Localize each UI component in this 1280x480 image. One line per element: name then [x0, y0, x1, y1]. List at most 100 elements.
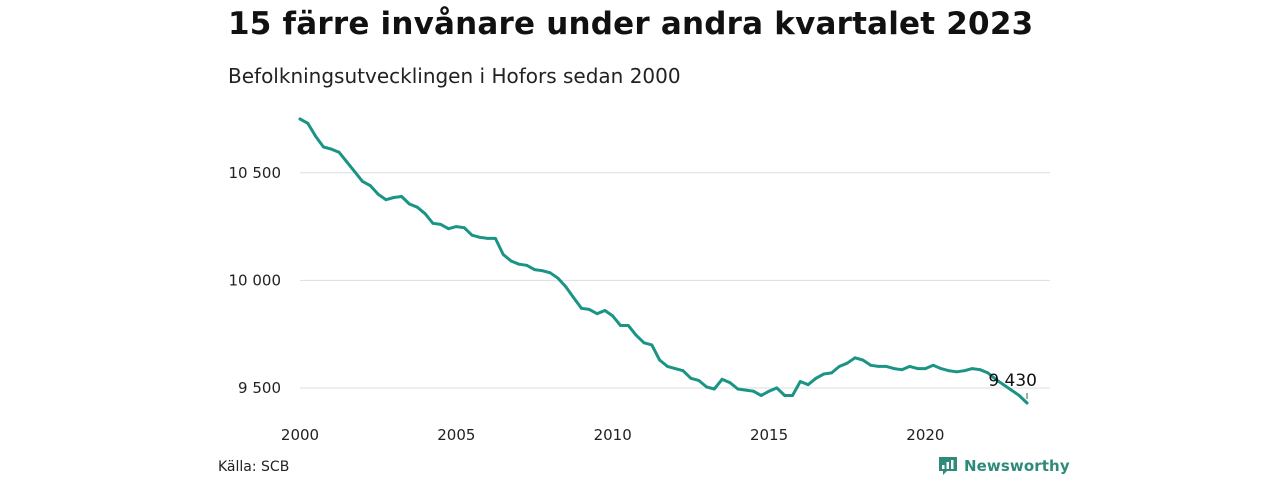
data-point	[970, 367, 974, 370]
data-point	[744, 388, 747, 392]
data-point	[322, 145, 325, 149]
data-point	[728, 381, 732, 384]
data-point	[470, 233, 474, 237]
data-point	[900, 368, 904, 372]
data-point	[337, 150, 341, 154]
data-point	[556, 276, 560, 280]
data-point	[431, 221, 435, 225]
data-point	[392, 196, 396, 199]
data-point	[892, 367, 896, 370]
data-point	[650, 343, 654, 347]
data-point	[400, 195, 403, 198]
data-point	[838, 365, 841, 368]
data-point	[822, 372, 826, 376]
data-point	[783, 394, 787, 397]
newsworthy-logo-icon	[939, 457, 957, 475]
data-point	[712, 387, 716, 391]
x-tick-label: 2020	[906, 426, 944, 444]
data-point	[517, 262, 521, 266]
data-point	[595, 312, 599, 316]
data-point	[705, 385, 708, 389]
data-point	[986, 371, 990, 375]
x-tick-label: 2000	[281, 426, 319, 444]
x-tick-label: 2005	[437, 426, 475, 444]
data-point	[689, 376, 693, 380]
data-point	[924, 367, 927, 370]
data-point	[963, 369, 966, 373]
data-point	[642, 341, 646, 345]
data-point	[845, 361, 849, 365]
data-point	[791, 394, 794, 397]
data-point	[767, 389, 771, 393]
series-layer	[298, 117, 1029, 405]
data-point	[361, 180, 364, 183]
data-point	[955, 370, 958, 374]
data-point	[626, 324, 630, 327]
brand-logo: Newsworthy	[938, 456, 1070, 476]
y-tick-label: 10 500	[229, 164, 282, 182]
data-point	[423, 212, 427, 216]
data-point	[869, 363, 873, 367]
data-point	[603, 309, 607, 312]
data-point	[736, 387, 740, 391]
data-point	[1010, 388, 1013, 392]
data-point	[1002, 383, 1005, 387]
data-point	[798, 380, 802, 383]
data-point	[994, 377, 998, 381]
data-point	[306, 121, 310, 125]
source-note: Källa: SCB	[218, 459, 290, 475]
data-point	[462, 226, 466, 230]
data-point	[1017, 394, 1021, 397]
data-point	[353, 170, 357, 174]
y-axis-ticks: 10 500 10 000 9 500	[229, 164, 282, 397]
data-point	[806, 383, 810, 387]
brand-name: Newsworthy	[964, 457, 1070, 475]
data-point	[759, 394, 763, 397]
data-point	[931, 363, 935, 367]
data-point	[439, 223, 443, 226]
series-line	[298, 117, 1029, 405]
y-tick-label: 9 500	[238, 379, 281, 397]
data-point	[611, 314, 615, 318]
data-point	[775, 386, 779, 390]
y-tick-label: 10 000	[229, 271, 282, 289]
data-point	[666, 365, 669, 368]
data-point	[525, 263, 529, 267]
data-point	[486, 237, 489, 240]
data-point	[580, 306, 583, 310]
data-point	[814, 376, 818, 380]
data-point	[939, 367, 943, 370]
data-point	[447, 227, 450, 231]
data-point	[720, 377, 724, 381]
data-point	[564, 285, 568, 289]
data-point	[540, 269, 544, 273]
data-point	[658, 358, 661, 362]
data-point	[376, 192, 380, 196]
data-point	[697, 379, 701, 382]
data-point	[908, 365, 912, 368]
data-point	[884, 365, 888, 368]
data-point	[947, 369, 951, 373]
data-point	[673, 367, 677, 370]
data-point	[345, 160, 349, 164]
data-point	[634, 333, 638, 337]
chart-subtitle: Befolkningsutvecklingen i Hofors sedan 2…	[228, 64, 681, 88]
chart-title: 15 färre invånare under andra kvartalet …	[228, 6, 1034, 42]
data-point	[587, 308, 591, 311]
data-point	[853, 356, 857, 360]
data-point	[877, 365, 880, 368]
data-point	[369, 184, 372, 188]
end-value-label: 9 430	[988, 371, 1037, 391]
end-label-layer: 9 430	[988, 371, 1037, 399]
data-point	[501, 253, 505, 256]
data-point	[509, 259, 513, 263]
data-point	[916, 367, 919, 370]
data-point	[408, 202, 411, 206]
x-tick-label: 2015	[750, 426, 788, 444]
data-point	[619, 324, 622, 327]
data-point	[415, 205, 419, 209]
data-point	[978, 368, 982, 372]
data-point	[752, 389, 755, 393]
data-point	[298, 117, 302, 121]
x-tick-label: 2010	[594, 426, 632, 444]
